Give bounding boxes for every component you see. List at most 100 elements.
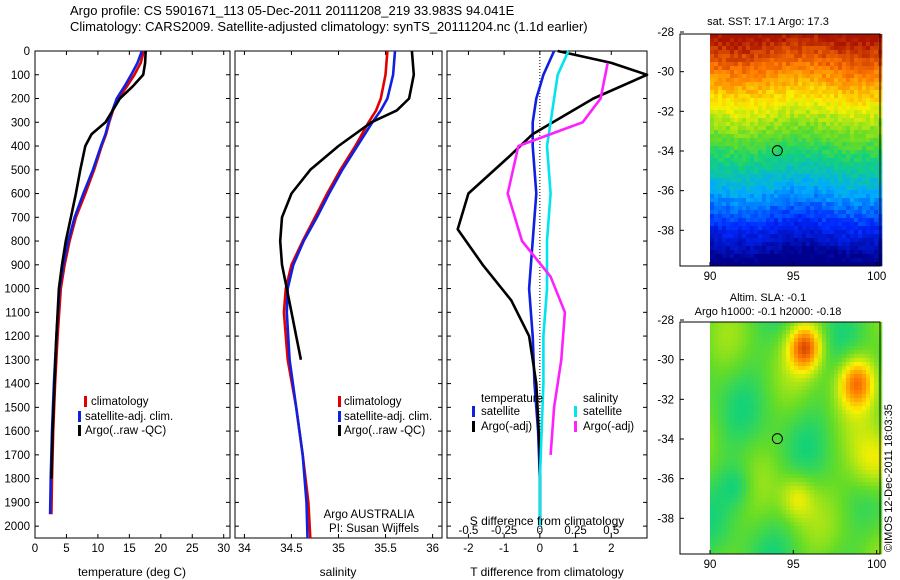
difference-axes-frame (446, 50, 648, 539)
map-cell (830, 386, 835, 391)
map-cell (782, 58, 787, 63)
s-tick-label: -0.5 (459, 525, 479, 537)
map-cell (746, 502, 751, 507)
map-cell (850, 202, 855, 207)
map-cell (794, 66, 799, 71)
map-cell (718, 262, 723, 267)
map-cell (826, 202, 831, 207)
map-cell (874, 434, 879, 439)
map-cell (758, 146, 763, 151)
map-cell (786, 114, 791, 119)
map-cell (722, 486, 727, 491)
map-cell (798, 442, 803, 447)
map-cell (858, 102, 863, 107)
map-cell (814, 38, 819, 43)
map-cell (794, 422, 799, 427)
map-cell (778, 362, 783, 367)
map-cell (730, 510, 735, 515)
map-cell (854, 458, 859, 463)
map-cell (738, 46, 743, 51)
map-cell (802, 390, 807, 395)
map-cell (798, 506, 803, 511)
map-cell (730, 462, 735, 467)
map-cell (778, 250, 783, 255)
map-cell (710, 350, 715, 355)
map-cell (802, 406, 807, 411)
map-cell (826, 186, 831, 191)
map-cell (810, 210, 815, 215)
map-cell (814, 510, 819, 515)
map-cell (746, 438, 751, 443)
map-cell (806, 350, 811, 355)
map-cell (802, 330, 807, 335)
map-cell (726, 358, 731, 363)
map-cell (770, 110, 775, 115)
map-cell (830, 510, 835, 515)
map-cell (862, 462, 867, 467)
map-cell (798, 482, 803, 487)
map-cell (822, 230, 827, 235)
map-cell (794, 354, 799, 359)
map-cell (814, 358, 819, 363)
map-cell (814, 366, 819, 371)
map-cell (790, 110, 795, 115)
map-cell (794, 186, 799, 191)
map-cell (714, 210, 719, 215)
map-cell (870, 86, 875, 91)
map-cell (786, 370, 791, 375)
map-cell (714, 366, 719, 371)
map-cell (790, 206, 795, 211)
map-cell (762, 470, 767, 475)
legend-label-temp-argo: Argo(-adj) (481, 421, 532, 433)
map-cell (722, 430, 727, 435)
map-cell (794, 358, 799, 363)
map-cell (874, 142, 879, 147)
map-cell (718, 94, 723, 99)
map-cell (738, 110, 743, 115)
map-cell (866, 370, 871, 375)
map-cell (766, 262, 771, 267)
map-cell (714, 526, 719, 531)
map-cell (774, 242, 779, 247)
map-cell (862, 334, 867, 339)
map-cell (782, 470, 787, 475)
map-cell (786, 74, 791, 79)
map-cell (826, 402, 831, 407)
map-cell (806, 142, 811, 147)
map-cell (766, 370, 771, 375)
map-cell (730, 222, 735, 227)
map-cell (786, 242, 791, 247)
map-cell (854, 126, 859, 131)
map-cell (814, 130, 819, 135)
map-cell (834, 486, 839, 491)
map-cell (710, 394, 715, 399)
series-line-argo-raw-qc- (50, 50, 147, 479)
map-cell (850, 418, 855, 423)
map-cell (726, 370, 731, 375)
map-cell (846, 110, 851, 115)
map-cell (746, 198, 751, 203)
map-cell (722, 490, 727, 495)
map-cell (778, 358, 783, 363)
map-cell (810, 374, 815, 379)
map-cell (842, 206, 847, 211)
map-cell (722, 362, 727, 367)
map-cell (806, 66, 811, 71)
map-cell (750, 134, 755, 139)
map-cell (806, 42, 811, 47)
map-cell (830, 498, 835, 503)
map-cell (802, 458, 807, 463)
map-cell (874, 138, 879, 143)
map-cell (854, 210, 859, 215)
map-cell (746, 50, 751, 55)
map-cell (730, 226, 735, 231)
map-cell (866, 46, 871, 51)
map-cell (742, 98, 747, 103)
map-cell (726, 434, 731, 439)
map-cell (794, 502, 799, 507)
map-cell (770, 398, 775, 403)
map-cell (806, 382, 811, 387)
map-cell (746, 142, 751, 147)
map-cell (794, 42, 799, 47)
map-cell (774, 78, 779, 83)
